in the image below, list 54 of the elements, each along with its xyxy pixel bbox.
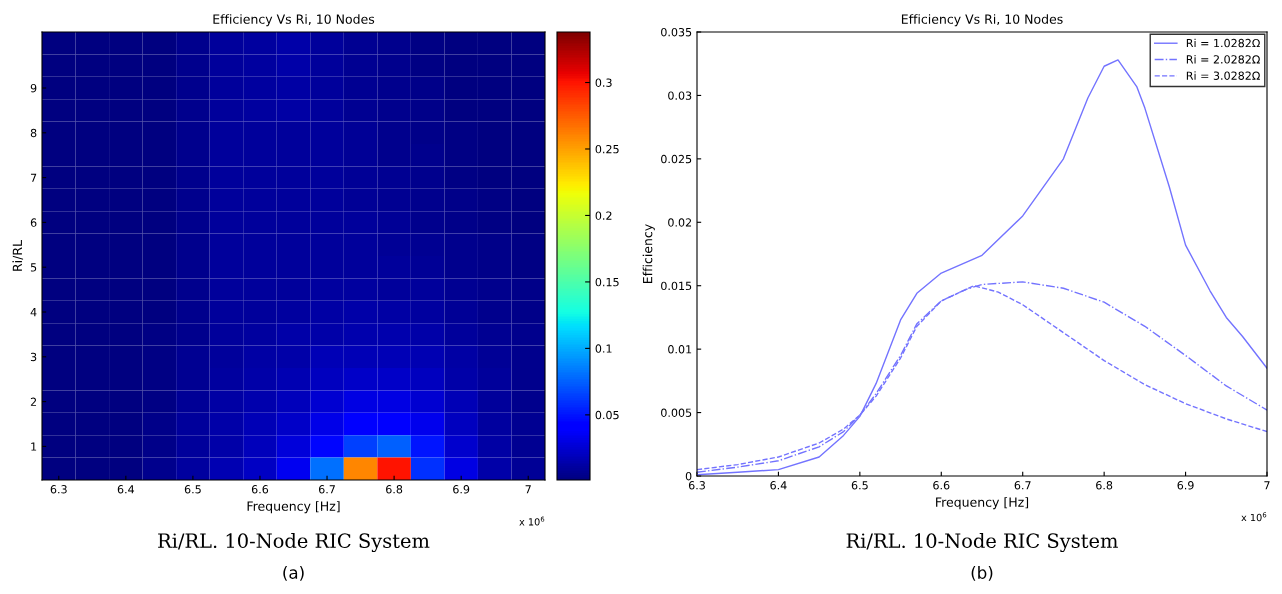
x-tick-label: 6.4	[117, 485, 135, 494]
x-tick-label: 6.6	[251, 485, 269, 494]
x-tick-label: 6.5	[851, 481, 868, 490]
x-tick-label: 6.7	[1014, 481, 1031, 490]
y-axis-title: Efficiency	[642, 224, 655, 283]
color-bar-label: 0.1	[595, 344, 612, 353]
y-tick-label: 6	[30, 218, 37, 227]
color-bar-label: 0.25	[595, 144, 619, 154]
x-tick-label: 6.4	[770, 481, 787, 490]
chart-title: Efficiency Vs Ri, 10 Nodes	[901, 14, 1063, 27]
x-axis-title: Frequency [Hz]	[247, 501, 340, 514]
x-tick-label: 6.9	[1177, 481, 1194, 490]
x-tick-label: 6.9	[453, 485, 470, 494]
y-tick-label: 0.025	[661, 154, 692, 164]
y-tick-label: 0.035	[661, 27, 692, 37]
x-tick-label: 6.3	[688, 481, 705, 490]
y-tick-label: 0.005	[661, 408, 692, 417]
legend-label: Ri = 3.0282Ω	[1186, 71, 1260, 80]
y-tick-label: 3	[30, 352, 37, 362]
y-tick-label: 5	[30, 263, 37, 272]
chart-title: Efficiency Vs Ri, 10 Nodes	[213, 14, 375, 27]
x-tick-label: 6.3	[50, 485, 67, 494]
legend-label: Ri = 2.0282Ω	[1186, 54, 1260, 64]
x-tick-label: 7	[525, 485, 531, 494]
y-tick-label: 1	[31, 442, 37, 451]
text: (a)	[283, 566, 304, 581]
color-bar-label: 0.05	[595, 410, 619, 420]
x-axis-title: Frequency [Hz]	[936, 497, 1029, 510]
text: x 10$^{6}$	[1241, 512, 1267, 522]
text: (b)	[971, 566, 993, 581]
y-tick-label: 0.03	[668, 91, 692, 100]
color-bar-label: 0.3	[595, 78, 612, 87]
text: Ri/RL. 10-Node RIC System	[846, 533, 1118, 553]
x-tick-label: 6.5	[184, 485, 201, 494]
y-tick-label: 0.015	[661, 281, 692, 291]
y-tick-label: 0	[685, 471, 692, 481]
y-tick-label: 9	[30, 83, 37, 93]
y-tick-label: 7	[30, 173, 37, 182]
x-tick-label: 7	[1264, 481, 1270, 490]
y-tick-label: 4	[30, 308, 37, 317]
text: Ri/RL. 10-Node RIC System	[158, 533, 430, 553]
color-bar-label: 0.15	[595, 277, 619, 287]
y-tick-label: 2	[30, 397, 37, 406]
color-bar-label: 0.2	[595, 211, 612, 220]
y-tick-label: 8	[30, 128, 37, 138]
x-tick-label: 6.8	[1096, 481, 1113, 490]
y-tick-label: 0.01	[668, 345, 692, 354]
y-axis-title: Ri/RL	[12, 240, 24, 271]
x-tick-label: 6.6	[933, 481, 950, 490]
x-tick-label: 6.8	[386, 485, 403, 494]
x-tick-label: 6.7	[318, 485, 335, 494]
y-tick-label: 0.02	[668, 218, 692, 227]
legend-label: Ri = 1.0282Ω	[1186, 38, 1260, 48]
text: x 10$^{6}$	[519, 516, 545, 526]
